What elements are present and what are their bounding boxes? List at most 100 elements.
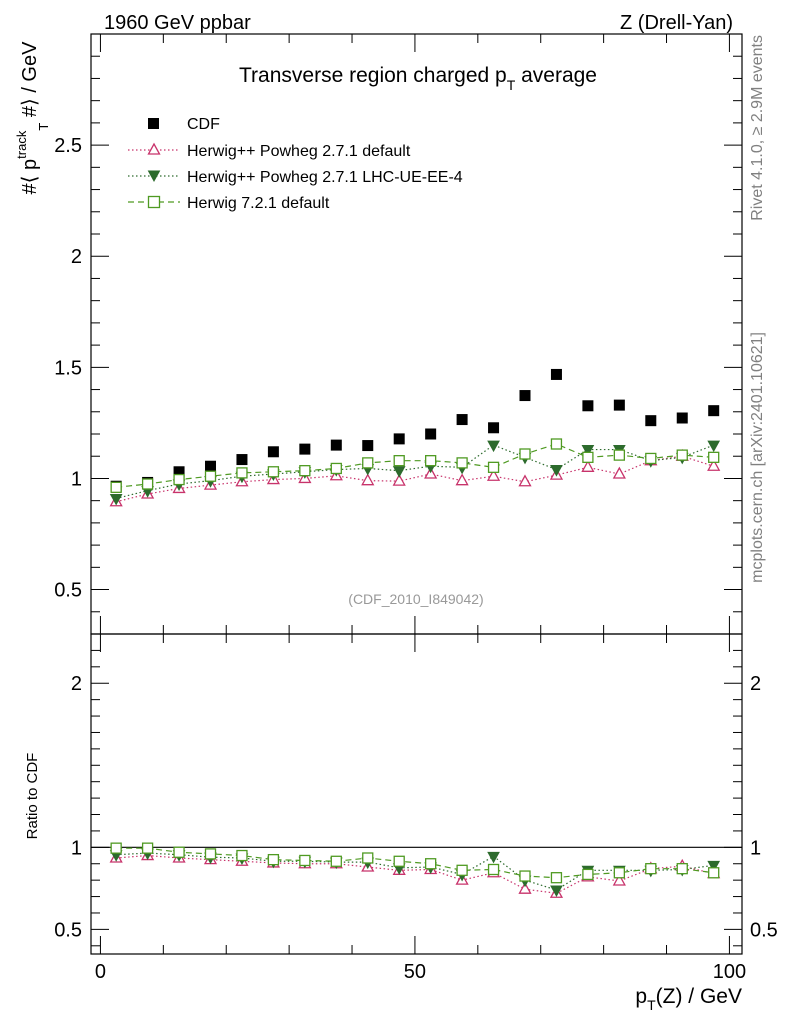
main-y-tick-label: 1: [71, 468, 82, 490]
data-point-cdf: [393, 433, 405, 445]
x-tick-label: 100: [713, 961, 746, 983]
data-point-herwig7: [676, 449, 688, 461]
data-point-herwig7: [299, 465, 311, 477]
y-axis-label: #⟨ ptrack T #⟩ / GeV: [14, 41, 51, 195]
data-point-herwig7: [645, 452, 657, 465]
data-point-herwigpp-default: [361, 473, 375, 486]
data-point-herwig7: [330, 462, 342, 475]
data-point-cdf: [708, 405, 720, 417]
x-ticks: 0 50 100: [95, 34, 746, 983]
x-tick-label: 0: [95, 961, 106, 983]
legend-label-herwig7: Herwig 7.2.1 default: [187, 195, 330, 212]
data-point-herwigpp-lhc: [109, 493, 123, 506]
data-point-herwigpp-default: [518, 474, 532, 487]
data-point-cdf: [488, 422, 500, 434]
data-point-herwig7: [613, 449, 625, 461]
legend-marker-herwig7: [147, 195, 161, 209]
ratio-data: [109, 842, 721, 898]
ratio-point-herwig7: [173, 846, 185, 858]
ratio-plot-frame: [90, 633, 743, 955]
main-y-tick-label: 0.5: [54, 580, 82, 602]
main-y-tick-label: 2.5: [54, 135, 82, 157]
data-point-herwigpp-default: [581, 459, 595, 472]
data-point-herwig7: [236, 467, 248, 479]
x-axis-label-sub: T: [647, 997, 656, 1013]
chart-title-tail: average: [515, 64, 597, 87]
data-point-herwig7: [204, 470, 217, 482]
series-line-herwigpp-default: [116, 455, 714, 503]
chart-title: Transverse region charged pT average: [239, 64, 597, 93]
data-point-cdf: [205, 460, 217, 472]
data-point-cdf: [299, 443, 311, 455]
data-point-cdf: [519, 390, 531, 402]
data-point-cdf: [613, 399, 625, 411]
ratio-point-herwig7: [236, 849, 248, 862]
data-point-herwig7: [456, 457, 468, 469]
ratio-point-herwig7: [550, 872, 563, 884]
data-point-herwig7: [582, 451, 594, 463]
ratio-point-herwig7: [582, 868, 594, 881]
data-point-cdf: [645, 415, 657, 427]
main-y-tick-label: 2: [71, 246, 82, 268]
data-point-herwigpp-lhc: [487, 440, 500, 453]
data-point-herwig7: [267, 466, 280, 478]
main-y-ticks: 0.5 1 1.5 2 2.5: [54, 33, 742, 635]
data-point-herwigpp-default: [486, 468, 501, 481]
ratio-point-herwig7: [645, 863, 657, 875]
data-point-herwig7: [141, 478, 154, 490]
ratio-y-tick-label-right: 0.5: [750, 919, 778, 941]
data-point-herwigpp-default: [455, 473, 469, 486]
ratio-point-herwig7: [487, 863, 500, 876]
ratio-point-herwig7: [362, 852, 374, 864]
ratio-point-herwig7: [299, 854, 311, 867]
ratio-point-herwigpp-lhc: [550, 885, 563, 898]
y-axis-label-sup: track: [14, 130, 29, 159]
data-point-herwigpp-lhc: [707, 440, 721, 453]
x-axis-label: pT(Z) / GeV: [635, 985, 742, 1013]
chart-title-main: Transverse region charged p: [239, 64, 507, 87]
legend-marker-herwigpp-lhc: [147, 170, 161, 183]
ratio-point-herwigpp-default: [518, 881, 532, 894]
data-point-herwig7: [393, 455, 405, 467]
main-data: [109, 368, 721, 507]
data-point-cdf: [456, 414, 468, 426]
legend-marker-herwigpp-default: [147, 142, 161, 155]
legend-label-herwigpp-default: Herwig++ Powheg 2.7.1 default: [187, 143, 411, 160]
ratio-point-herwigpp-lhc: [707, 860, 721, 873]
ratio-point-herwig7: [519, 870, 531, 882]
data-point-cdf: [676, 412, 688, 424]
data-point-cdf: [362, 440, 374, 452]
x-axis-label-tail: (Z) / GeV: [656, 985, 742, 1008]
ratio-point-herwig7: [330, 855, 342, 867]
x-tick-label: 50: [404, 961, 426, 983]
data-point-herwig7: [708, 451, 720, 463]
ratio-y-axis-label: Ratio to CDF: [24, 753, 41, 840]
data-point-cdf: [550, 368, 562, 380]
data-point-herwigpp-default: [707, 458, 721, 471]
data-point-herwigpp-lhc: [392, 466, 406, 478]
ratio-point-herwigpp-default: [612, 873, 626, 886]
y-axis-label-sub: T: [36, 123, 51, 131]
data-point-herwigpp-lhc: [550, 465, 563, 477]
data-point-herwig7: [487, 461, 500, 473]
legend-label-herwigpp-lhc: Herwig++ Powheg 2.7.1 LHC-UE-EE-4: [187, 169, 463, 186]
ratio-point-herwig7: [425, 858, 437, 870]
legend-label-cdf: CDF: [187, 116, 220, 133]
x-axis-label-main: p: [635, 985, 647, 1008]
ratio-y-tick-label-right: 1: [750, 837, 761, 859]
ratio-point-herwig7: [141, 842, 154, 854]
header-energy: 1960 GeV ppbar: [104, 12, 251, 34]
data-point-herwig7: [173, 473, 185, 486]
ratio-point-herwigpp-lhc: [487, 851, 500, 864]
header-process: Z (Drell-Yan): [620, 12, 733, 34]
ratio-point-herwig7: [613, 867, 625, 879]
data-point-herwig7: [425, 455, 437, 467]
data-point-cdf: [267, 446, 279, 458]
data-point-cdf: [330, 439, 342, 451]
data-point-herwig7: [550, 438, 563, 450]
ratio-point-herwig7: [708, 867, 720, 879]
data-point-cdf: [425, 428, 437, 440]
data-point-herwig7: [110, 481, 122, 493]
ratio-point-herwig7: [204, 848, 217, 860]
